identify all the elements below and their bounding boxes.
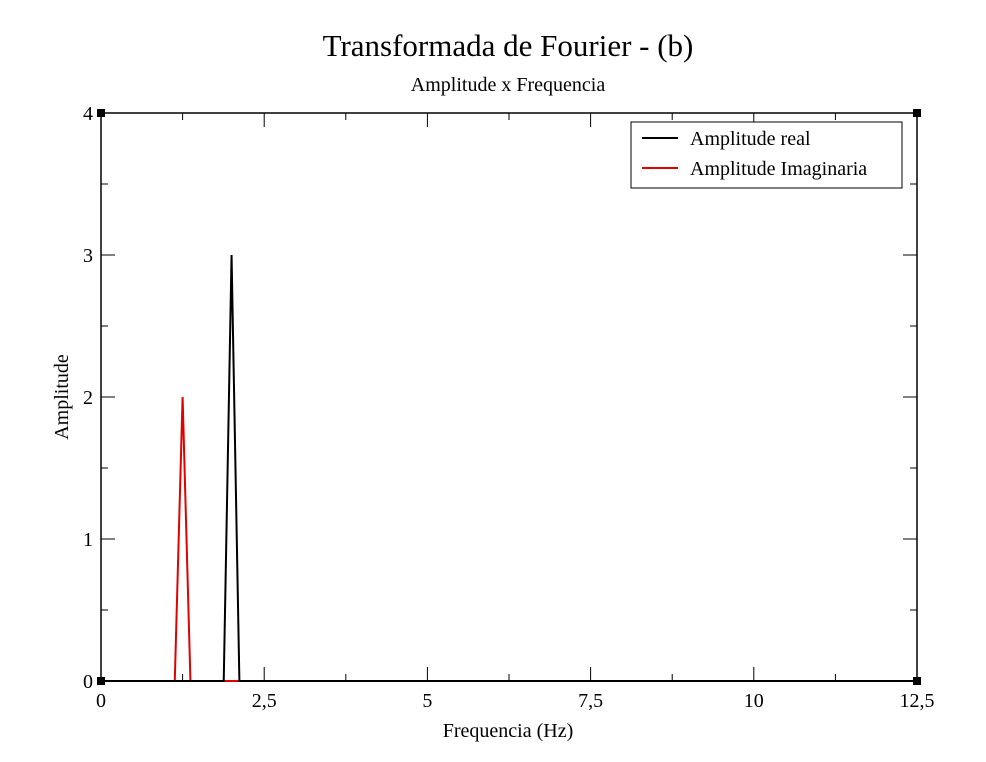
corner-markers — [97, 109, 921, 685]
x-tick-label: 5 — [422, 690, 432, 712]
axis-ticks — [100, 112, 918, 682]
y-axis-label: Amplitude — [51, 354, 73, 440]
plot-frame — [100, 112, 918, 682]
x-tick-label: 7,5 — [578, 690, 603, 712]
series-line-amplitude-real — [101, 254, 917, 682]
corner-marker — [97, 677, 105, 685]
series-line-amplitude-imaginaria — [101, 396, 917, 682]
corner-marker — [913, 677, 921, 685]
series-layer — [101, 254, 917, 682]
y-tick-label: 4 — [83, 103, 93, 125]
y-tick-label: 2 — [83, 387, 93, 409]
x-tick-label: 0 — [96, 690, 106, 712]
legend-box — [630, 121, 903, 189]
y-tick-label: 1 — [83, 529, 93, 551]
x-tick-label: 12,5 — [900, 690, 935, 712]
legend-label-amplitude-real: Amplitude real — [690, 128, 811, 150]
x-axis-label: Frequencia (Hz) — [443, 720, 574, 742]
corner-marker — [913, 109, 921, 117]
y-tick-label: 3 — [83, 245, 93, 267]
x-tick-label: 2,5 — [252, 690, 277, 712]
legend: Amplitude real Amplitude Imaginaria — [630, 121, 903, 189]
legend-label-amplitude-imaginaria: Amplitude Imaginaria — [690, 158, 867, 180]
chart-title: Transformada de Fourier - (b) — [322, 28, 694, 63]
x-tick-label: 10 — [744, 690, 764, 712]
corner-marker — [97, 109, 105, 117]
y-tick-label: 0 — [83, 671, 93, 693]
chart-subtitle: Amplitude x Frequencia — [410, 74, 606, 96]
axis-tick-labels: 0 2,5 5 7,5 10 12,5 0 1 2 3 4 — [83, 103, 935, 712]
